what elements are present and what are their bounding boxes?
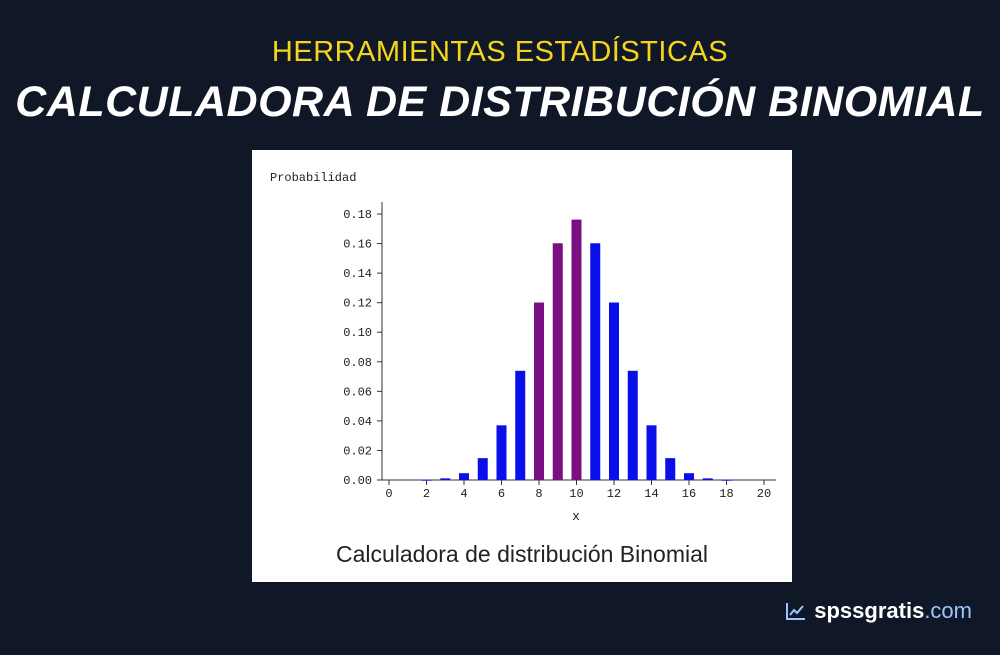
y-tick-label: 0.06 <box>343 385 372 399</box>
bar <box>440 478 451 480</box>
trend-line-icon <box>786 603 806 620</box>
bar <box>534 302 544 480</box>
x-tick-label: 6 <box>498 487 505 501</box>
x-tick-label: 4 <box>460 487 467 501</box>
binomial-chart: Probabilidad x 0.000.020.040.060.080.100… <box>270 171 776 524</box>
bar <box>646 425 657 480</box>
figure-caption: Calculadora de distribución Binomial <box>335 541 709 567</box>
y-tick-label: 0.10 <box>343 326 372 340</box>
y-tick-label: 0.12 <box>343 297 372 311</box>
bars-group <box>421 219 732 481</box>
bar <box>459 473 469 480</box>
y-tick-label: 0.16 <box>343 238 372 252</box>
x-tick-label: 0 <box>385 487 392 501</box>
x-tick-label: 10 <box>569 487 583 501</box>
y-tick-label: 0.04 <box>343 415 372 429</box>
y-axis-label: Probabilidad <box>270 171 356 185</box>
y-tick-label: 0.02 <box>343 444 372 458</box>
bar <box>665 458 676 480</box>
chart-card: Probabilidad x 0.00 0.02 0.04 0.06 0.08 0.10 0… <box>252 150 792 582</box>
x-tick-label: 12 <box>607 487 621 501</box>
y-tick-label: 0.08 <box>343 356 372 370</box>
kicker-heading: HERRAMIENTAS ESTADÍSTICAS <box>271 36 729 68</box>
bar <box>684 473 694 480</box>
bar <box>496 425 507 480</box>
brand-logo: spssgratis .com <box>785 598 972 624</box>
page-title: CALCULADORA DE DISTRIBUCIÓN BINOMIAL <box>15 78 985 126</box>
bar <box>515 370 526 480</box>
brand-tld: .com <box>924 598 972 623</box>
x-tick-label: 2 <box>423 487 430 501</box>
x-axis-label: x <box>572 509 580 524</box>
bar <box>571 219 582 481</box>
x-tick-label: 18 <box>719 487 733 501</box>
x-tick-label: 20 <box>757 487 771 501</box>
bar <box>552 243 563 480</box>
x-tick-label: 8 <box>535 487 542 501</box>
bar <box>590 243 601 480</box>
y-tick-label: 0.14 <box>343 267 372 281</box>
brand-name: spssgratis <box>814 598 925 623</box>
x-tick-label: 16 <box>682 487 696 501</box>
ticks-group: 0.00 0.02 0.04 0.06 0.08 0.10 0.12 0.14 0.16 0.18… <box>343 208 771 501</box>
bar <box>627 370 638 480</box>
bar <box>609 302 619 480</box>
bar <box>702 478 713 480</box>
bar <box>477 458 488 480</box>
y-tick-label: 0.18 <box>343 208 372 222</box>
y-tick-label: 0.00 <box>343 474 372 488</box>
x-tick-label: 14 <box>644 487 658 501</box>
